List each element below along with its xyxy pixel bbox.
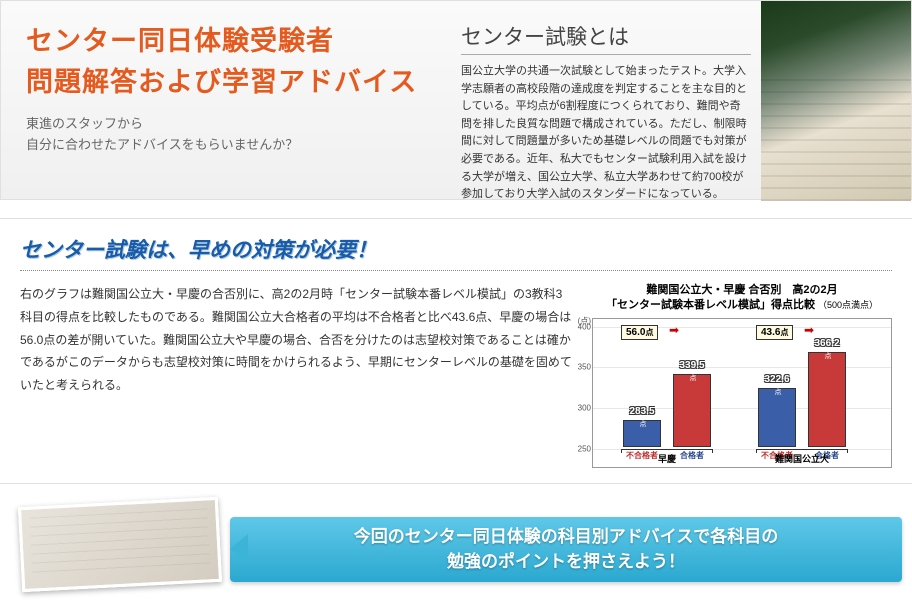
hero-sub-line2: 自分に合わせたアドバイスをもらいませんか？ (26, 135, 456, 156)
chart-title-l2: 「センター試験本番レベル模試」得点比較 (606, 299, 815, 311)
chart-bar: 339.5点合格者 (673, 374, 711, 447)
bottom-section: 今回のセンター同日体験の科目別アドバイスで各科目の 勉強のポイントを押さえよう！ (0, 502, 912, 602)
hero-title: センター同日体験受験者 問題解答および学習アドバイス (26, 21, 456, 102)
chart-title-note: （500点満点） (818, 300, 878, 310)
group-label: 難関国公立大 (756, 452, 848, 465)
section2-body: 右のグラフは難関国公立大・早慶の合否別に、高2の2月時「センター試験本番レベル模… (20, 283, 572, 468)
banner-line1: 今回のセンター同日体験の科目別アドバイスで各科目の (354, 527, 779, 546)
diff-badge: 43.6点 (756, 325, 793, 340)
chart-bar: 366.2点合格者 (808, 352, 846, 447)
chart-bar: 283.5点不合格者 (623, 420, 661, 447)
diff-badge: 56.0点 (621, 325, 658, 340)
chart-title-l1: 難関国公立大・早慶 合否別 高2の2月 (646, 284, 837, 296)
hero-right-body: 国公立大学の共通一次試験として始まったテスト。大学入学志願者の高校段階の達成度を… (461, 63, 751, 204)
banner-line2: 勉強のポイントを押さえよう！ (447, 552, 685, 571)
study-photo (18, 497, 222, 592)
diff-arrow-icon: ➡ (669, 323, 679, 337)
hero-section: センター同日体験受験者 問題解答および学習アドバイス 東進のスタッフから 自分に… (0, 0, 912, 200)
hero-right: センター試験とは 国公立大学の共通一次試験として始まったテスト。大学入学志願者の… (461, 21, 751, 204)
section2-heading: センター試験は、早めの対策が必要！ (20, 234, 892, 271)
diff-arrow-icon: ➡ (804, 323, 814, 337)
chart-title: 難関国公立大・早慶 合否別 高2の2月 「センター試験本番レベル模試」得点比較 … (592, 283, 892, 314)
chart-bar: 322.6点不合格者 (758, 388, 796, 447)
classroom-image (761, 1, 911, 201)
cta-banner: 今回のセンター同日体験の科目別アドバイスで各科目の 勉強のポイントを押さえよう！ (230, 517, 902, 582)
hero-subtitle: 東進のスタッフから 自分に合わせたアドバイスをもらいませんか？ (26, 114, 456, 156)
hero-title-line1: センター同日体験受験者 (26, 21, 456, 62)
chart-container: 難関国公立大・早慶 合否別 高2の2月 「センター試験本番レベル模試」得点比較 … (592, 283, 892, 468)
score-chart: (点)250300350400 283.5点不合格者339.5点合格者322.6… (592, 318, 892, 468)
hero-title-line2: 問題解答および学習アドバイス (26, 62, 456, 103)
banner-text: 今回のセンター同日体験の科目別アドバイスで各科目の 勉強のポイントを押さえよう！ (354, 524, 779, 575)
y-axis: (点)250300350400 (568, 319, 593, 467)
hero-left: センター同日体験受験者 問題解答および学習アドバイス 東進のスタッフから 自分に… (26, 21, 456, 156)
hero-sub-line1: 東進のスタッフから (26, 114, 456, 135)
group-label: 早慶 (621, 452, 713, 465)
section-2: センター試験は、早めの対策が必要！ 右のグラフは難関国公立大・早慶の合否別に、高… (0, 218, 912, 484)
hero-right-title: センター試験とは (461, 21, 751, 55)
